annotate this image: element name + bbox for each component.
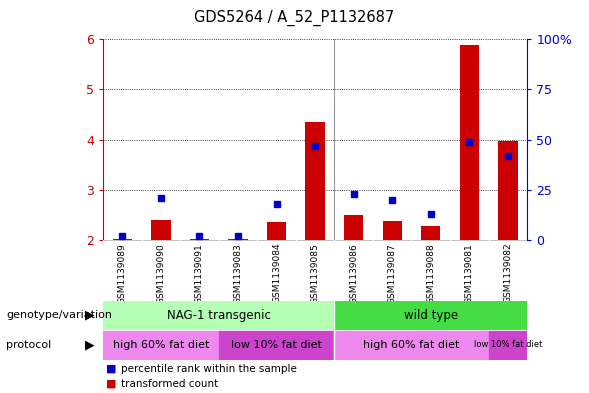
Text: GSM1139081: GSM1139081 xyxy=(465,243,474,303)
Text: low 10% fat diet: low 10% fat diet xyxy=(474,340,542,349)
Text: GDS5264 / A_52_P1132687: GDS5264 / A_52_P1132687 xyxy=(194,10,395,26)
Text: high 60% fat diet: high 60% fat diet xyxy=(363,340,459,350)
Bar xyxy=(498,141,518,240)
Text: ▶: ▶ xyxy=(85,309,94,322)
FancyBboxPatch shape xyxy=(335,301,527,329)
Text: GSM1139085: GSM1139085 xyxy=(310,243,320,303)
Text: genotype/variation: genotype/variation xyxy=(6,310,112,320)
Bar xyxy=(421,226,441,240)
Text: wild type: wild type xyxy=(403,309,458,322)
Text: NAG-1 transgenic: NAG-1 transgenic xyxy=(167,309,271,322)
Text: low 10% fat diet: low 10% fat diet xyxy=(231,340,322,350)
Bar xyxy=(459,45,479,240)
Text: protocol: protocol xyxy=(6,340,51,350)
Text: GSM1139083: GSM1139083 xyxy=(233,243,243,303)
Text: GSM1139084: GSM1139084 xyxy=(272,243,281,303)
Text: GSM1139087: GSM1139087 xyxy=(388,243,397,303)
FancyBboxPatch shape xyxy=(103,301,335,329)
Text: GSM1139088: GSM1139088 xyxy=(426,243,435,303)
Text: high 60% fat diet: high 60% fat diet xyxy=(112,340,209,350)
FancyBboxPatch shape xyxy=(219,331,335,359)
Bar xyxy=(190,239,209,240)
Bar xyxy=(267,222,286,240)
Text: GSM1139089: GSM1139089 xyxy=(118,243,127,303)
Text: transformed count: transformed count xyxy=(121,378,218,389)
Text: GSM1139090: GSM1139090 xyxy=(157,243,166,303)
FancyBboxPatch shape xyxy=(489,331,527,359)
FancyBboxPatch shape xyxy=(335,331,489,359)
Text: GSM1139086: GSM1139086 xyxy=(349,243,358,303)
FancyBboxPatch shape xyxy=(103,331,219,359)
Text: percentile rank within the sample: percentile rank within the sample xyxy=(121,364,297,374)
Bar xyxy=(151,220,171,240)
Text: GSM1139082: GSM1139082 xyxy=(504,243,512,303)
Text: ■: ■ xyxy=(106,378,117,389)
Bar xyxy=(112,239,132,240)
Bar xyxy=(383,221,402,240)
Bar xyxy=(306,122,325,240)
Text: ▶: ▶ xyxy=(85,338,94,351)
Text: GSM1139091: GSM1139091 xyxy=(195,243,204,303)
Bar xyxy=(344,215,363,240)
Text: ■: ■ xyxy=(106,364,117,374)
Bar xyxy=(229,239,247,240)
